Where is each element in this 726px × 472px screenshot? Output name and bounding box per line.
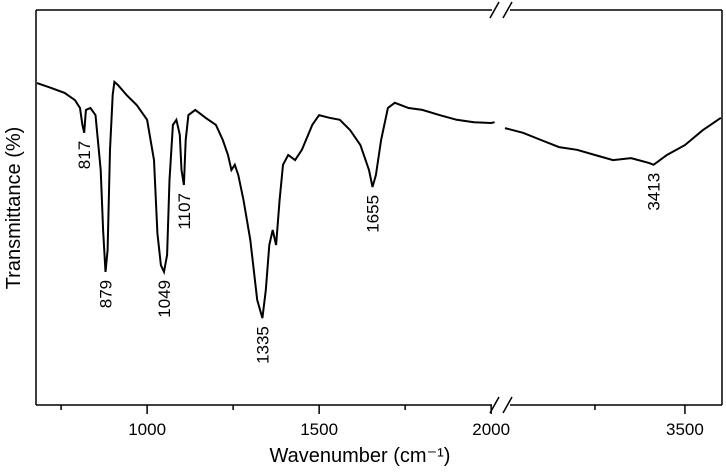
peak-label: 1107 <box>175 193 194 230</box>
peak-label: 3413 <box>645 173 664 211</box>
peak-label: 1335 <box>253 326 272 364</box>
x-tick-label: 2000 <box>472 420 510 439</box>
x-tick-label: 1000 <box>128 420 166 439</box>
peak-label: 817 <box>75 141 94 169</box>
peak-label: 1655 <box>363 195 382 233</box>
y-axis-label: Transmittance (%) <box>3 127 25 290</box>
peak-label: 1049 <box>155 280 174 318</box>
x-axis-label: Wavenumber (cm⁻¹) <box>270 445 451 467</box>
x-tick-label: 1500 <box>300 420 338 439</box>
frame <box>35 1 723 414</box>
spectrum-line <box>36 79 495 319</box>
x-tick-label: 3500 <box>666 420 704 439</box>
peak-label: 879 <box>96 280 115 308</box>
spectrum-line <box>504 116 722 166</box>
